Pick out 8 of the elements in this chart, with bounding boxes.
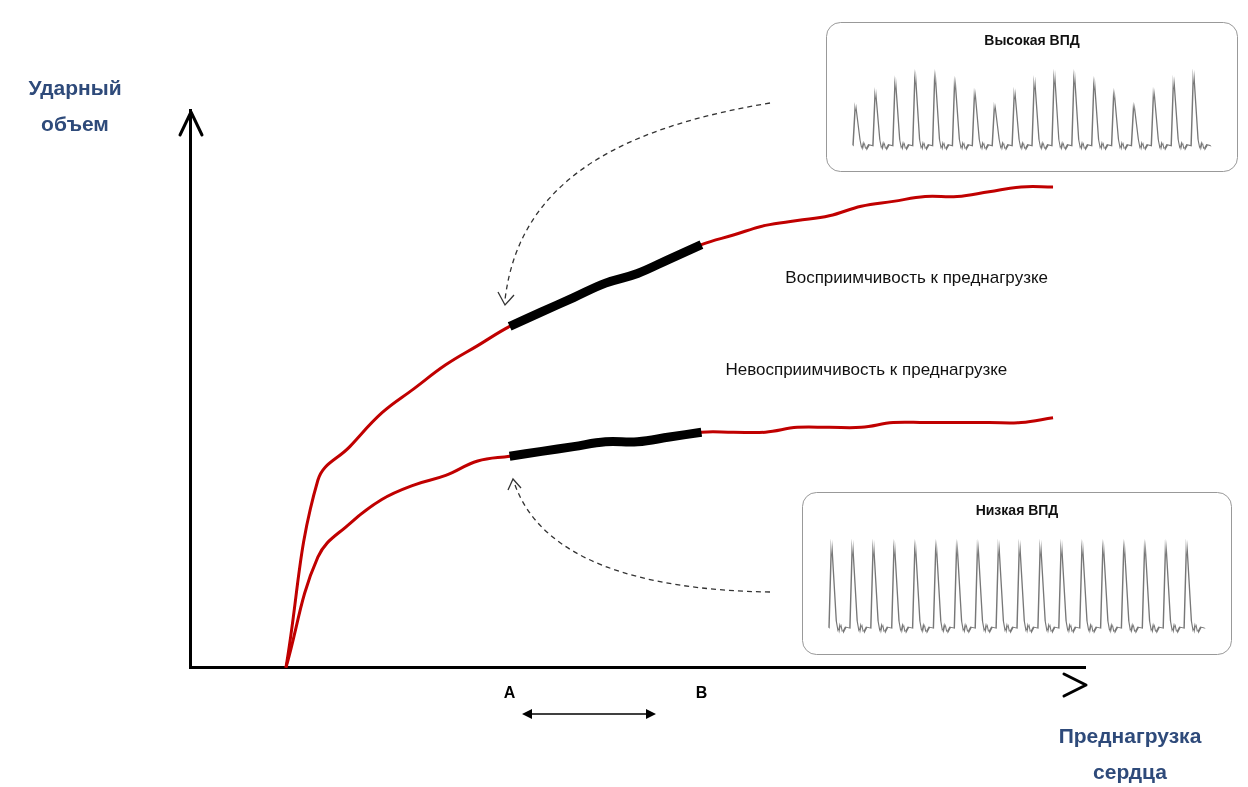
y-axis-title: Ударный объем — [27, 75, 123, 137]
text: Высокая ВПД — [983, 32, 1081, 48]
text: Восприимчивость к преднагрузке — [785, 267, 1049, 287]
annotation: Низкая ВПД — [974, 502, 1060, 518]
text: Невосприимчивость к преднагрузке — [725, 360, 1008, 380]
x-tick-label: B — [695, 683, 708, 701]
x-tick-label: A — [503, 683, 516, 701]
x-axis-title: Преднагрузка сердца — [1057, 723, 1203, 785]
